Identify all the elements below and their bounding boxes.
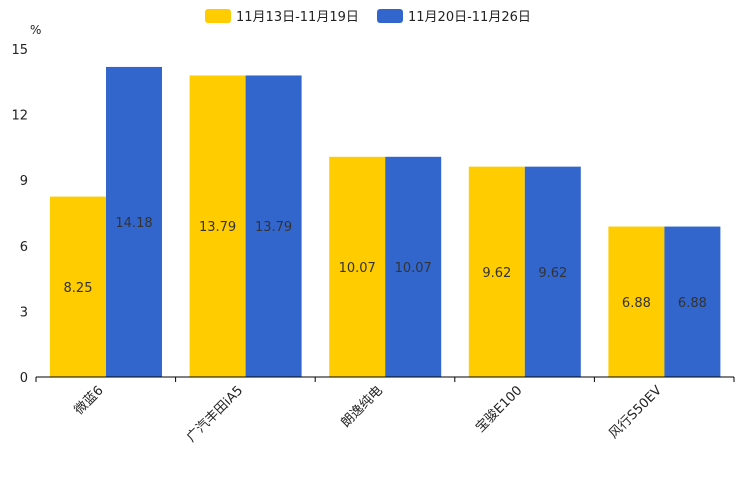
x-category-label: 微蓝6 xyxy=(72,383,107,418)
bar-2-3[interactable] xyxy=(385,156,442,377)
x-axis: 微蓝6 广汽丰田iA5 朗逸纯电 宝骏E100 风行S50EV xyxy=(35,376,735,445)
data-label: 10.07 xyxy=(395,261,432,276)
legend: 11月13日-11月19日 11月20日-11月26日 xyxy=(205,9,531,25)
bar-2-2[interactable] xyxy=(245,75,302,377)
y-tick-label: 12 xyxy=(11,109,28,124)
y-tick-label: 0 xyxy=(20,371,28,386)
data-label: 10.07 xyxy=(339,261,376,276)
x-category-label: 广汽丰田iA5 xyxy=(184,383,246,445)
x-category-label: 朗逸纯电 xyxy=(338,383,385,430)
y-axis-unit: % xyxy=(30,23,41,37)
legend-label-1: 11月13日-11月19日 xyxy=(236,10,359,25)
y-tick-label: 9 xyxy=(20,174,28,189)
legend-item-1[interactable]: 11月13日-11月19日 xyxy=(205,9,359,25)
value-labels: 8.25 14.18 13.79 13.79 10.07 10.07 9.62 9.62 6.8… xyxy=(64,216,707,311)
bar-2-4[interactable] xyxy=(524,166,581,377)
legend-swatch-1 xyxy=(205,9,231,23)
y-tick-label: 15 xyxy=(11,43,28,58)
data-label: 6.88 xyxy=(678,296,707,311)
data-label: 13.79 xyxy=(199,220,236,235)
y-tick-label: 6 xyxy=(20,240,28,255)
data-label: 9.62 xyxy=(538,266,567,281)
data-label: 8.25 xyxy=(64,281,93,296)
data-label: 9.62 xyxy=(482,266,511,281)
bar-1-3[interactable] xyxy=(329,156,386,377)
data-label: 14.18 xyxy=(115,216,152,231)
legend-label-2: 11月20日-11月26日 xyxy=(408,10,531,25)
legend-swatch-2 xyxy=(377,9,403,23)
x-category-label: 宝骏E100 xyxy=(473,383,525,435)
bar-1-2[interactable] xyxy=(189,75,246,377)
bars xyxy=(50,66,721,377)
bar-1-5[interactable] xyxy=(608,226,665,377)
y-axis: 0 3 6 9 12 15 xyxy=(11,43,28,386)
data-label: 6.88 xyxy=(622,296,651,311)
x-category-label: 风行S50EV xyxy=(606,383,665,442)
data-label: 13.79 xyxy=(255,220,292,235)
bar-2-1[interactable] xyxy=(106,66,162,377)
y-tick-label: 3 xyxy=(20,305,28,320)
bar-2-5[interactable] xyxy=(664,226,721,377)
bar-1-1[interactable] xyxy=(50,196,106,377)
legend-item-2[interactable]: 11月20日-11月26日 xyxy=(377,9,531,25)
bar-1-4[interactable] xyxy=(468,166,525,377)
